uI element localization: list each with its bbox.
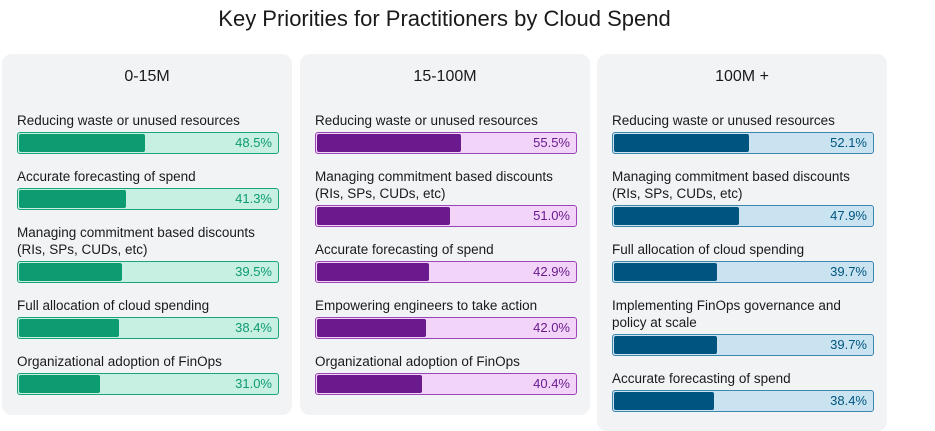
bar-category-label: Reducing waste or unused resources bbox=[315, 113, 538, 128]
bar-track: 51.0% bbox=[315, 205, 577, 227]
bar-value-label: 38.4% bbox=[235, 320, 272, 335]
bar-fill bbox=[317, 134, 462, 152]
bar-track: 39.5% bbox=[17, 261, 279, 283]
panel-title: 15-100M bbox=[413, 68, 477, 85]
bar-track: 31.0% bbox=[17, 373, 279, 395]
bar-fill bbox=[19, 190, 127, 208]
bar-value-label: 47.9% bbox=[830, 208, 867, 223]
bar-item: Implementing FinOps governance and polic… bbox=[612, 297, 874, 356]
chart-title: Key Priorities for Practitioners by Clou… bbox=[218, 6, 671, 31]
bar-fill bbox=[614, 263, 718, 281]
bar-item: Organizational adoption of FinOps 31.0% bbox=[17, 353, 279, 395]
bar-fill bbox=[614, 134, 750, 152]
bar-category-label: Managing commitment based discounts (RIs… bbox=[315, 169, 553, 201]
bar-value-label: 31.0% bbox=[235, 376, 272, 391]
bar-track: 39.7% bbox=[612, 334, 874, 356]
bar-track: 38.4% bbox=[17, 317, 279, 339]
bar-value-label: 51.0% bbox=[533, 208, 570, 223]
bar-category-label: Organizational adoption of FinOps bbox=[17, 354, 222, 369]
chart-panel-2: 15-100M Reducing waste or unused resource… bbox=[300, 54, 590, 415]
chart-panel-1: 0-15M Reducing waste or unused resources 4… bbox=[2, 54, 292, 415]
bar-fill bbox=[317, 375, 423, 393]
bar-fill bbox=[19, 375, 100, 393]
bar-category-label: Organizational adoption of FinOps bbox=[315, 354, 520, 369]
bar-track: 55.5% bbox=[315, 132, 577, 154]
bar-item: Managing commitment based discounts (RIs… bbox=[315, 168, 577, 227]
bar-item: Accurate forecasting of spend 38.4% bbox=[612, 370, 874, 412]
bar-category-label: Accurate forecasting of spend bbox=[17, 169, 196, 184]
bar-track: 39.7% bbox=[612, 261, 874, 283]
bar-item: Empowering engineers to take action 42.0% bbox=[315, 297, 577, 339]
bar-item: Managing commitment based discounts (RIs… bbox=[17, 224, 279, 283]
bar-category-label: Implementing FinOps governance and polic… bbox=[612, 298, 841, 330]
bar-fill bbox=[317, 319, 427, 337]
bar-item: Reducing waste or unused resources 52.1% bbox=[612, 112, 874, 154]
bar-category-label: Reducing waste or unused resources bbox=[17, 113, 240, 128]
bar-track: 38.4% bbox=[612, 390, 874, 412]
bar-category-label: Empowering engineers to take action bbox=[315, 298, 538, 313]
bar-item: Reducing waste or unused resources 55.5% bbox=[315, 112, 577, 154]
bar-track: 48.5% bbox=[17, 132, 279, 154]
bar-category-label: Accurate forecasting of spend bbox=[612, 371, 791, 386]
bar-item: Reducing waste or unused resources 48.5% bbox=[17, 112, 279, 154]
bar-value-label: 55.5% bbox=[533, 135, 570, 150]
bar-fill bbox=[19, 134, 146, 152]
bar-item: Full allocation of cloud spending 39.7% bbox=[612, 241, 874, 283]
bar-value-label: 42.0% bbox=[533, 320, 570, 335]
bar-fill bbox=[317, 263, 429, 281]
bar-value-label: 39.7% bbox=[830, 264, 867, 279]
bar-category-label: Full allocation of cloud spending bbox=[612, 242, 805, 257]
bar-fill bbox=[19, 319, 119, 337]
bar-item: Managing commitment based discounts (RIs… bbox=[612, 168, 874, 227]
bar-value-label: 42.9% bbox=[533, 264, 570, 279]
bar-fill bbox=[614, 392, 714, 410]
bar-fill bbox=[19, 263, 122, 281]
bar-item: Organizational adoption of FinOps 40.4% bbox=[315, 353, 577, 395]
bar-track: 41.3% bbox=[17, 188, 279, 210]
bar-category-label: Accurate forecasting of spend bbox=[315, 242, 494, 257]
bar-category-label: Managing commitment based discounts (RIs… bbox=[17, 225, 255, 257]
bar-value-label: 41.3% bbox=[235, 191, 272, 206]
bar-track: 42.0% bbox=[315, 317, 577, 339]
chart-panel-3: 100M + Reducing waste or unused resources… bbox=[597, 54, 887, 431]
bar-value-label: 40.4% bbox=[533, 376, 570, 391]
bar-track: 42.9% bbox=[315, 261, 577, 283]
bar-track: 52.1% bbox=[612, 132, 874, 154]
bar-value-label: 38.4% bbox=[830, 393, 867, 408]
bar-category-label: Managing commitment based discounts (RIs… bbox=[612, 169, 850, 201]
bar-category-label: Reducing waste or unused resources bbox=[612, 113, 835, 128]
bar-value-label: 39.7% bbox=[830, 337, 867, 352]
panel-title: 0-15M bbox=[124, 68, 170, 85]
bar-item: Accurate forecasting of spend 41.3% bbox=[17, 168, 279, 210]
bar-value-label: 48.5% bbox=[235, 135, 272, 150]
bar-item: Accurate forecasting of spend 42.9% bbox=[315, 241, 577, 283]
bar-track: 47.9% bbox=[612, 205, 874, 227]
bar-value-label: 52.1% bbox=[830, 135, 867, 150]
bar-fill bbox=[614, 336, 718, 354]
panel-title: 100M + bbox=[715, 68, 769, 85]
bar-fill bbox=[317, 207, 450, 225]
bar-category-label: Full allocation of cloud spending bbox=[17, 298, 210, 313]
bar-value-label: 39.5% bbox=[235, 264, 272, 279]
bar-track: 40.4% bbox=[315, 373, 577, 395]
bar-item: Full allocation of cloud spending 38.4% bbox=[17, 297, 279, 339]
bar-fill bbox=[614, 207, 739, 225]
